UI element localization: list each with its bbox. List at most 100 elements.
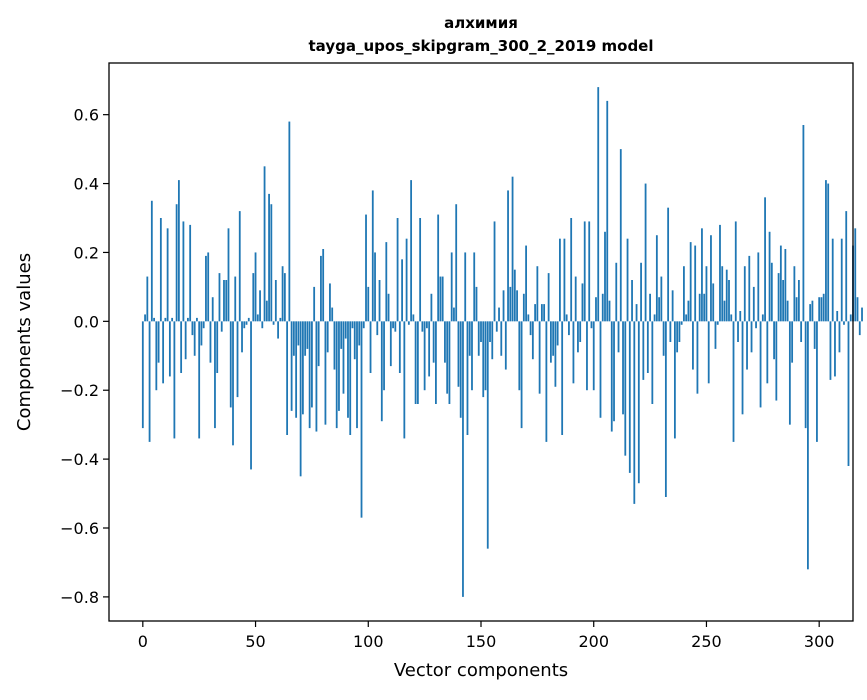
bar	[513, 269, 516, 322]
bar	[331, 307, 334, 322]
bar	[153, 317, 155, 322]
bar	[279, 317, 282, 322]
bar	[834, 321, 836, 377]
bar	[333, 321, 336, 370]
bar	[480, 321, 482, 342]
bar	[712, 283, 715, 322]
bar	[766, 321, 769, 384]
plot-frame	[108, 62, 854, 622]
bar	[507, 190, 509, 322]
bar	[649, 293, 651, 322]
bar	[777, 273, 780, 322]
bar	[755, 321, 757, 329]
y-tick-label: 0.4	[74, 175, 99, 194]
bar	[529, 321, 532, 336]
bar	[189, 224, 192, 322]
bar	[304, 321, 307, 356]
bar	[471, 321, 473, 391]
bar	[475, 286, 478, 322]
bar	[457, 321, 460, 387]
bar	[782, 280, 785, 322]
bar	[173, 321, 176, 439]
bar	[338, 321, 340, 411]
bar	[732, 321, 735, 442]
bar	[387, 293, 390, 322]
bar	[493, 221, 496, 322]
bar	[462, 321, 464, 597]
bar	[779, 245, 782, 322]
bar	[577, 321, 579, 353]
bar	[617, 321, 620, 353]
bar	[209, 321, 212, 363]
bar	[613, 321, 615, 422]
bar	[256, 314, 259, 322]
bar	[683, 266, 685, 322]
x-tick-label: 300	[804, 632, 835, 651]
bar	[196, 317, 198, 322]
bar	[254, 252, 257, 322]
bar	[159, 218, 162, 322]
bar	[277, 321, 279, 339]
bar	[714, 321, 717, 349]
bar	[502, 290, 505, 322]
bar	[746, 321, 748, 370]
bar	[405, 238, 408, 322]
bars-group	[141, 87, 863, 597]
bar	[809, 304, 812, 322]
bar	[371, 190, 374, 322]
bar	[430, 293, 433, 322]
bar	[369, 321, 372, 373]
y-tick-label: 0.2	[74, 243, 99, 262]
bar	[182, 221, 185, 322]
bar	[252, 273, 255, 322]
bar	[401, 259, 403, 322]
bar	[559, 238, 561, 322]
bar	[773, 321, 775, 360]
bar	[518, 321, 521, 391]
x-tick-label: 250	[691, 632, 722, 651]
bar	[599, 321, 602, 418]
bar	[439, 276, 442, 322]
bar	[322, 249, 325, 322]
bar	[421, 321, 424, 332]
bar	[245, 321, 248, 325]
bar	[329, 283, 331, 322]
bar	[353, 321, 356, 360]
bar	[193, 321, 196, 356]
bar	[761, 314, 764, 322]
bar	[552, 321, 555, 356]
bar	[750, 321, 753, 353]
bar	[259, 290, 261, 322]
bar	[698, 293, 701, 322]
bar	[150, 200, 153, 322]
bar	[308, 321, 311, 429]
bar	[667, 207, 670, 322]
bar	[168, 321, 171, 377]
bar	[374, 252, 376, 322]
y-tick-label: 0.6	[74, 106, 99, 125]
bar	[295, 321, 298, 418]
bar	[581, 283, 584, 322]
bar	[725, 269, 728, 322]
x-tick-label: 100	[353, 632, 384, 651]
bar	[166, 228, 169, 322]
bar	[511, 176, 514, 322]
bar	[856, 297, 859, 322]
bar	[791, 321, 794, 363]
bar	[320, 255, 322, 322]
bar	[561, 321, 564, 435]
bar	[162, 321, 165, 384]
bar	[831, 238, 834, 322]
bar	[829, 321, 832, 380]
x-tick-label: 150	[466, 632, 497, 651]
bar	[534, 304, 537, 322]
bar	[549, 321, 552, 363]
bar	[220, 321, 223, 332]
bar	[795, 297, 798, 322]
bar	[491, 321, 494, 360]
bar	[669, 321, 672, 342]
bar	[214, 321, 216, 429]
bar	[383, 321, 385, 391]
bar	[335, 321, 338, 429]
